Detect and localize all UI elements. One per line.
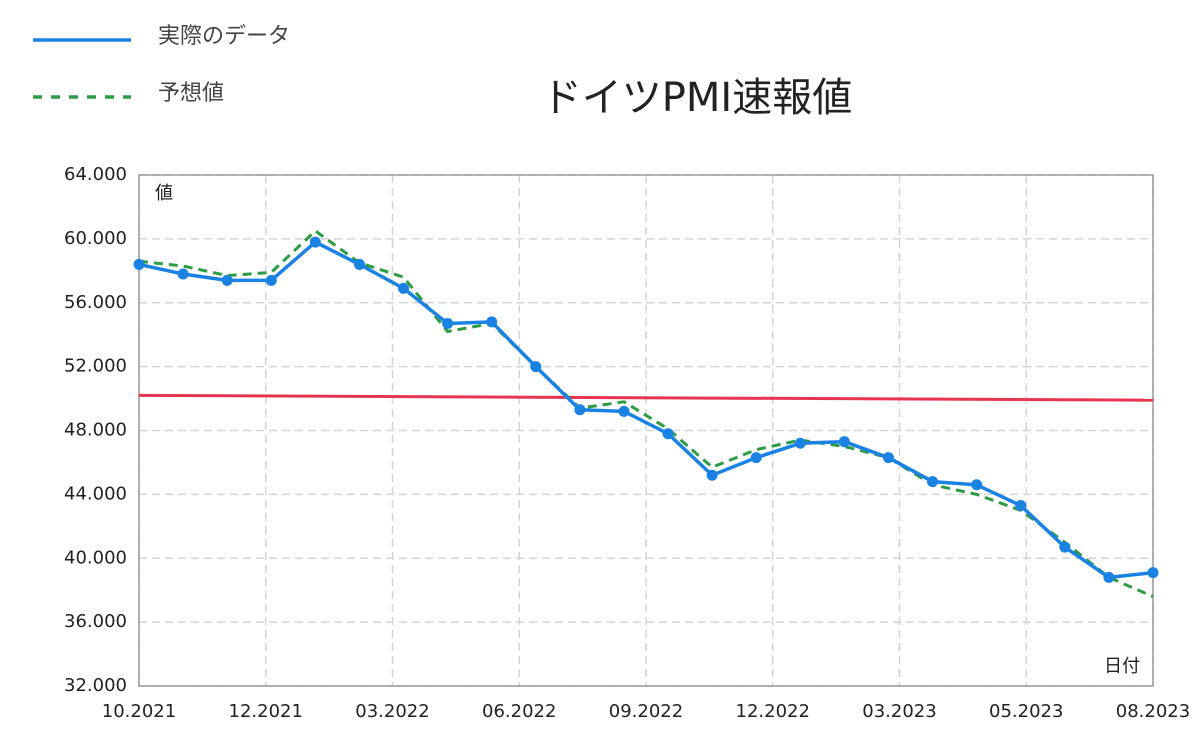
data-point (265, 274, 277, 286)
data-point (574, 404, 586, 416)
y-tick-label: 64.000 (64, 164, 127, 185)
x-tick-label: 03.2022 (355, 701, 429, 722)
data-point (1103, 571, 1115, 583)
x-tick-label: 03.2023 (862, 701, 936, 722)
data-point (662, 428, 674, 440)
x-axis-label: 日付 (1104, 656, 1140, 677)
legend-label: 実際のデータ (158, 24, 290, 49)
legend-label: 予想値 (158, 81, 224, 106)
x-tick-label: 10.2021 (102, 701, 176, 722)
data-point (353, 258, 365, 270)
y-tick-label: 52.000 (64, 356, 127, 377)
y-tick-label: 40.000 (64, 547, 127, 568)
y-tick-label: 36.000 (64, 611, 127, 632)
x-tick-label: 12.2022 (736, 701, 810, 722)
plot-border (138, 174, 1154, 687)
x-tick-label: 08.2023 (1116, 701, 1190, 722)
data-point (927, 476, 939, 488)
data-point (706, 469, 718, 481)
chart-title: ドイツPMI速報値 (542, 75, 852, 121)
data-point (794, 437, 806, 449)
y-tick-label: 32.000 (64, 675, 127, 696)
data-point (177, 268, 189, 280)
data-point (530, 361, 542, 373)
data-point (1015, 500, 1027, 512)
x-tick-label: 09.2022 (609, 701, 683, 722)
data-point (618, 405, 630, 417)
data-point (971, 479, 983, 491)
data-point (309, 236, 321, 248)
data-point (221, 274, 233, 286)
data-point (882, 452, 894, 464)
series-line (138, 239, 1154, 580)
y-tick-label: 56.000 (64, 292, 127, 313)
y-tick-label: 60.000 (64, 228, 127, 249)
data-point (750, 452, 762, 464)
data-point (133, 258, 145, 270)
x-tick-label: 12.2021 (229, 701, 303, 722)
x-tick-label: 05.2023 (989, 701, 1063, 722)
data-point (442, 318, 454, 330)
series-line (138, 228, 1154, 598)
reference-line (138, 393, 1154, 402)
data-point (1059, 541, 1071, 553)
data-point (486, 316, 498, 328)
data-point (398, 282, 410, 294)
y-tick-label: 48.000 (64, 420, 127, 441)
data-point (1147, 567, 1159, 579)
y-tick-label: 44.000 (64, 483, 127, 504)
data-point (838, 436, 850, 448)
x-tick-label: 06.2022 (482, 701, 556, 722)
y-axis-label: 値 (155, 183, 173, 204)
